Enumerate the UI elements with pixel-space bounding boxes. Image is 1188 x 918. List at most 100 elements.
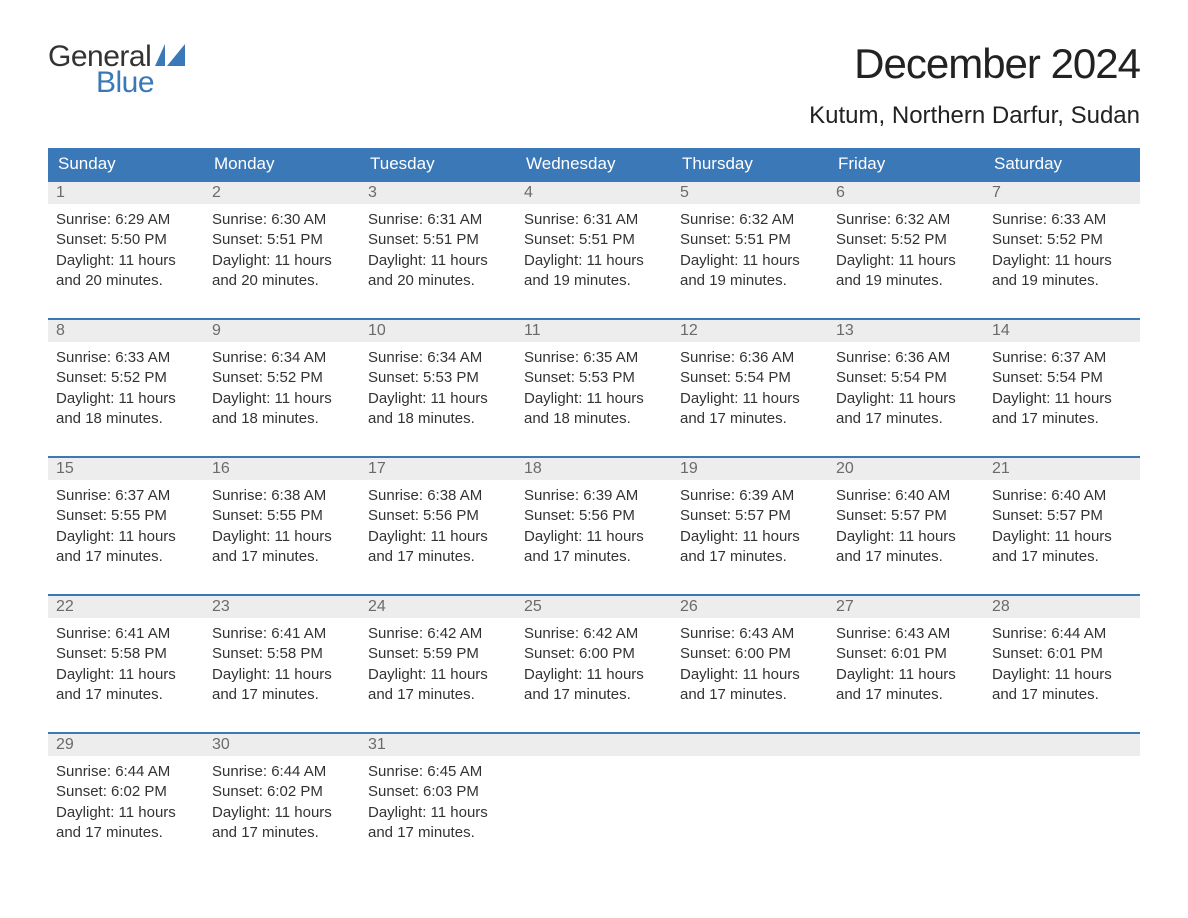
day-sunset: Sunset: 5:52 PM <box>992 230 1132 250</box>
day-day1: Daylight: 11 hours <box>368 803 508 823</box>
day-sunrise: Sunrise: 6:36 AM <box>680 348 820 368</box>
day-number: 30 <box>204 734 360 756</box>
day-day1: Daylight: 11 hours <box>836 527 976 547</box>
day-day2: and 17 minutes. <box>212 823 352 843</box>
day-number: 2 <box>204 182 360 204</box>
day-day1: Daylight: 11 hours <box>836 389 976 409</box>
day-day1: Daylight: 11 hours <box>524 665 664 685</box>
day-number: 28 <box>984 596 1140 618</box>
brand-logo: General Blue <box>48 40 193 100</box>
day-cell: 27Sunrise: 6:43 AMSunset: 6:01 PMDayligh… <box>828 596 984 716</box>
day-sunrise: Sunrise: 6:41 AM <box>212 624 352 644</box>
day-content: Sunrise: 6:34 AMSunset: 5:52 PMDaylight:… <box>204 342 360 433</box>
day-day1: Daylight: 11 hours <box>368 527 508 547</box>
day-day1: Daylight: 11 hours <box>56 665 196 685</box>
dow-cell: Tuesday <box>360 148 516 180</box>
day-cell: 12Sunrise: 6:36 AMSunset: 5:54 PMDayligh… <box>672 320 828 440</box>
day-sunrise: Sunrise: 6:45 AM <box>368 762 508 782</box>
day-sunset: Sunset: 5:53 PM <box>368 368 508 388</box>
day-sunrise: Sunrise: 6:30 AM <box>212 210 352 230</box>
day-cell: 11Sunrise: 6:35 AMSunset: 5:53 PMDayligh… <box>516 320 672 440</box>
day-sunrise: Sunrise: 6:37 AM <box>56 486 196 506</box>
day-number: 14 <box>984 320 1140 342</box>
day-sunrise: Sunrise: 6:38 AM <box>212 486 352 506</box>
brand-part2: Blue <box>96 66 154 100</box>
day-sunset: Sunset: 5:56 PM <box>368 506 508 526</box>
day-day1: Daylight: 11 hours <box>992 251 1132 271</box>
day-number: 1 <box>48 182 204 204</box>
day-day2: and 17 minutes. <box>368 823 508 843</box>
day-day2: and 18 minutes. <box>212 409 352 429</box>
day-sunset: Sunset: 5:58 PM <box>56 644 196 664</box>
day-number: 7 <box>984 182 1140 204</box>
day-sunset: Sunset: 5:57 PM <box>992 506 1132 526</box>
day-day1: Daylight: 11 hours <box>836 251 976 271</box>
day-cell: 26Sunrise: 6:43 AMSunset: 6:00 PMDayligh… <box>672 596 828 716</box>
day-sunset: Sunset: 5:52 PM <box>212 368 352 388</box>
day-content: Sunrise: 6:38 AMSunset: 5:56 PMDaylight:… <box>360 480 516 571</box>
day-sunrise: Sunrise: 6:38 AM <box>368 486 508 506</box>
week-row: 15Sunrise: 6:37 AMSunset: 5:55 PMDayligh… <box>48 456 1140 578</box>
day-sunrise: Sunrise: 6:41 AM <box>56 624 196 644</box>
day-number: 6 <box>828 182 984 204</box>
day-sunset: Sunset: 5:51 PM <box>212 230 352 250</box>
day-number: 25 <box>516 596 672 618</box>
day-day1: Daylight: 11 hours <box>836 665 976 685</box>
day-cell: 31Sunrise: 6:45 AMSunset: 6:03 PMDayligh… <box>360 734 516 854</box>
day-number: 17 <box>360 458 516 480</box>
day-content: Sunrise: 6:33 AMSunset: 5:52 PMDaylight:… <box>48 342 204 433</box>
day-sunset: Sunset: 5:58 PM <box>212 644 352 664</box>
day-cell: 1Sunrise: 6:29 AMSunset: 5:50 PMDaylight… <box>48 182 204 302</box>
title-block: December 2024 Kutum, Northern Darfur, Su… <box>809 40 1140 130</box>
day-cell: 23Sunrise: 6:41 AMSunset: 5:58 PMDayligh… <box>204 596 360 716</box>
day-number: 24 <box>360 596 516 618</box>
day-number: 22 <box>48 596 204 618</box>
dow-cell: Sunday <box>48 148 204 180</box>
day-sunrise: Sunrise: 6:31 AM <box>368 210 508 230</box>
day-day1: Daylight: 11 hours <box>212 665 352 685</box>
day-day1: Daylight: 11 hours <box>524 251 664 271</box>
day-content: Sunrise: 6:38 AMSunset: 5:55 PMDaylight:… <box>204 480 360 571</box>
day-sunrise: Sunrise: 6:43 AM <box>836 624 976 644</box>
day-sunset: Sunset: 5:57 PM <box>680 506 820 526</box>
day-sunset: Sunset: 5:55 PM <box>56 506 196 526</box>
day-sunrise: Sunrise: 6:33 AM <box>992 210 1132 230</box>
week-row: 29Sunrise: 6:44 AMSunset: 6:02 PMDayligh… <box>48 732 1140 854</box>
day-day2: and 18 minutes. <box>368 409 508 429</box>
day-sunset: Sunset: 6:02 PM <box>56 782 196 802</box>
day-day1: Daylight: 11 hours <box>368 389 508 409</box>
day-number <box>828 734 984 756</box>
day-day1: Daylight: 11 hours <box>56 251 196 271</box>
day-sunrise: Sunrise: 6:40 AM <box>836 486 976 506</box>
day-number: 27 <box>828 596 984 618</box>
day-content: Sunrise: 6:37 AMSunset: 5:55 PMDaylight:… <box>48 480 204 571</box>
day-sunset: Sunset: 5:52 PM <box>56 368 196 388</box>
day-sunrise: Sunrise: 6:34 AM <box>212 348 352 368</box>
day-day2: and 17 minutes. <box>836 409 976 429</box>
weeks-container: 1Sunrise: 6:29 AMSunset: 5:50 PMDaylight… <box>48 180 1140 854</box>
day-day1: Daylight: 11 hours <box>212 527 352 547</box>
day-sunset: Sunset: 5:51 PM <box>368 230 508 250</box>
day-day2: and 19 minutes. <box>524 271 664 291</box>
day-content: Sunrise: 6:32 AMSunset: 5:52 PMDaylight:… <box>828 204 984 295</box>
day-sunset: Sunset: 5:59 PM <box>368 644 508 664</box>
day-number <box>984 734 1140 756</box>
day-day2: and 17 minutes. <box>56 547 196 567</box>
day-content: Sunrise: 6:43 AMSunset: 6:00 PMDaylight:… <box>672 618 828 709</box>
day-day2: and 17 minutes. <box>992 685 1132 705</box>
day-sunrise: Sunrise: 6:39 AM <box>680 486 820 506</box>
day-number: 16 <box>204 458 360 480</box>
day-day1: Daylight: 11 hours <box>680 251 820 271</box>
day-cell: 18Sunrise: 6:39 AMSunset: 5:56 PMDayligh… <box>516 458 672 578</box>
week-row: 1Sunrise: 6:29 AMSunset: 5:50 PMDaylight… <box>48 180 1140 302</box>
day-sunset: Sunset: 5:56 PM <box>524 506 664 526</box>
day-day1: Daylight: 11 hours <box>680 527 820 547</box>
day-cell <box>516 734 672 854</box>
dow-cell: Saturday <box>984 148 1140 180</box>
calendar: SundayMondayTuesdayWednesdayThursdayFrid… <box>48 148 1140 854</box>
day-content: Sunrise: 6:44 AMSunset: 6:02 PMDaylight:… <box>48 756 204 847</box>
day-day2: and 17 minutes. <box>368 685 508 705</box>
day-number: 19 <box>672 458 828 480</box>
day-day1: Daylight: 11 hours <box>56 527 196 547</box>
day-sunset: Sunset: 5:54 PM <box>836 368 976 388</box>
